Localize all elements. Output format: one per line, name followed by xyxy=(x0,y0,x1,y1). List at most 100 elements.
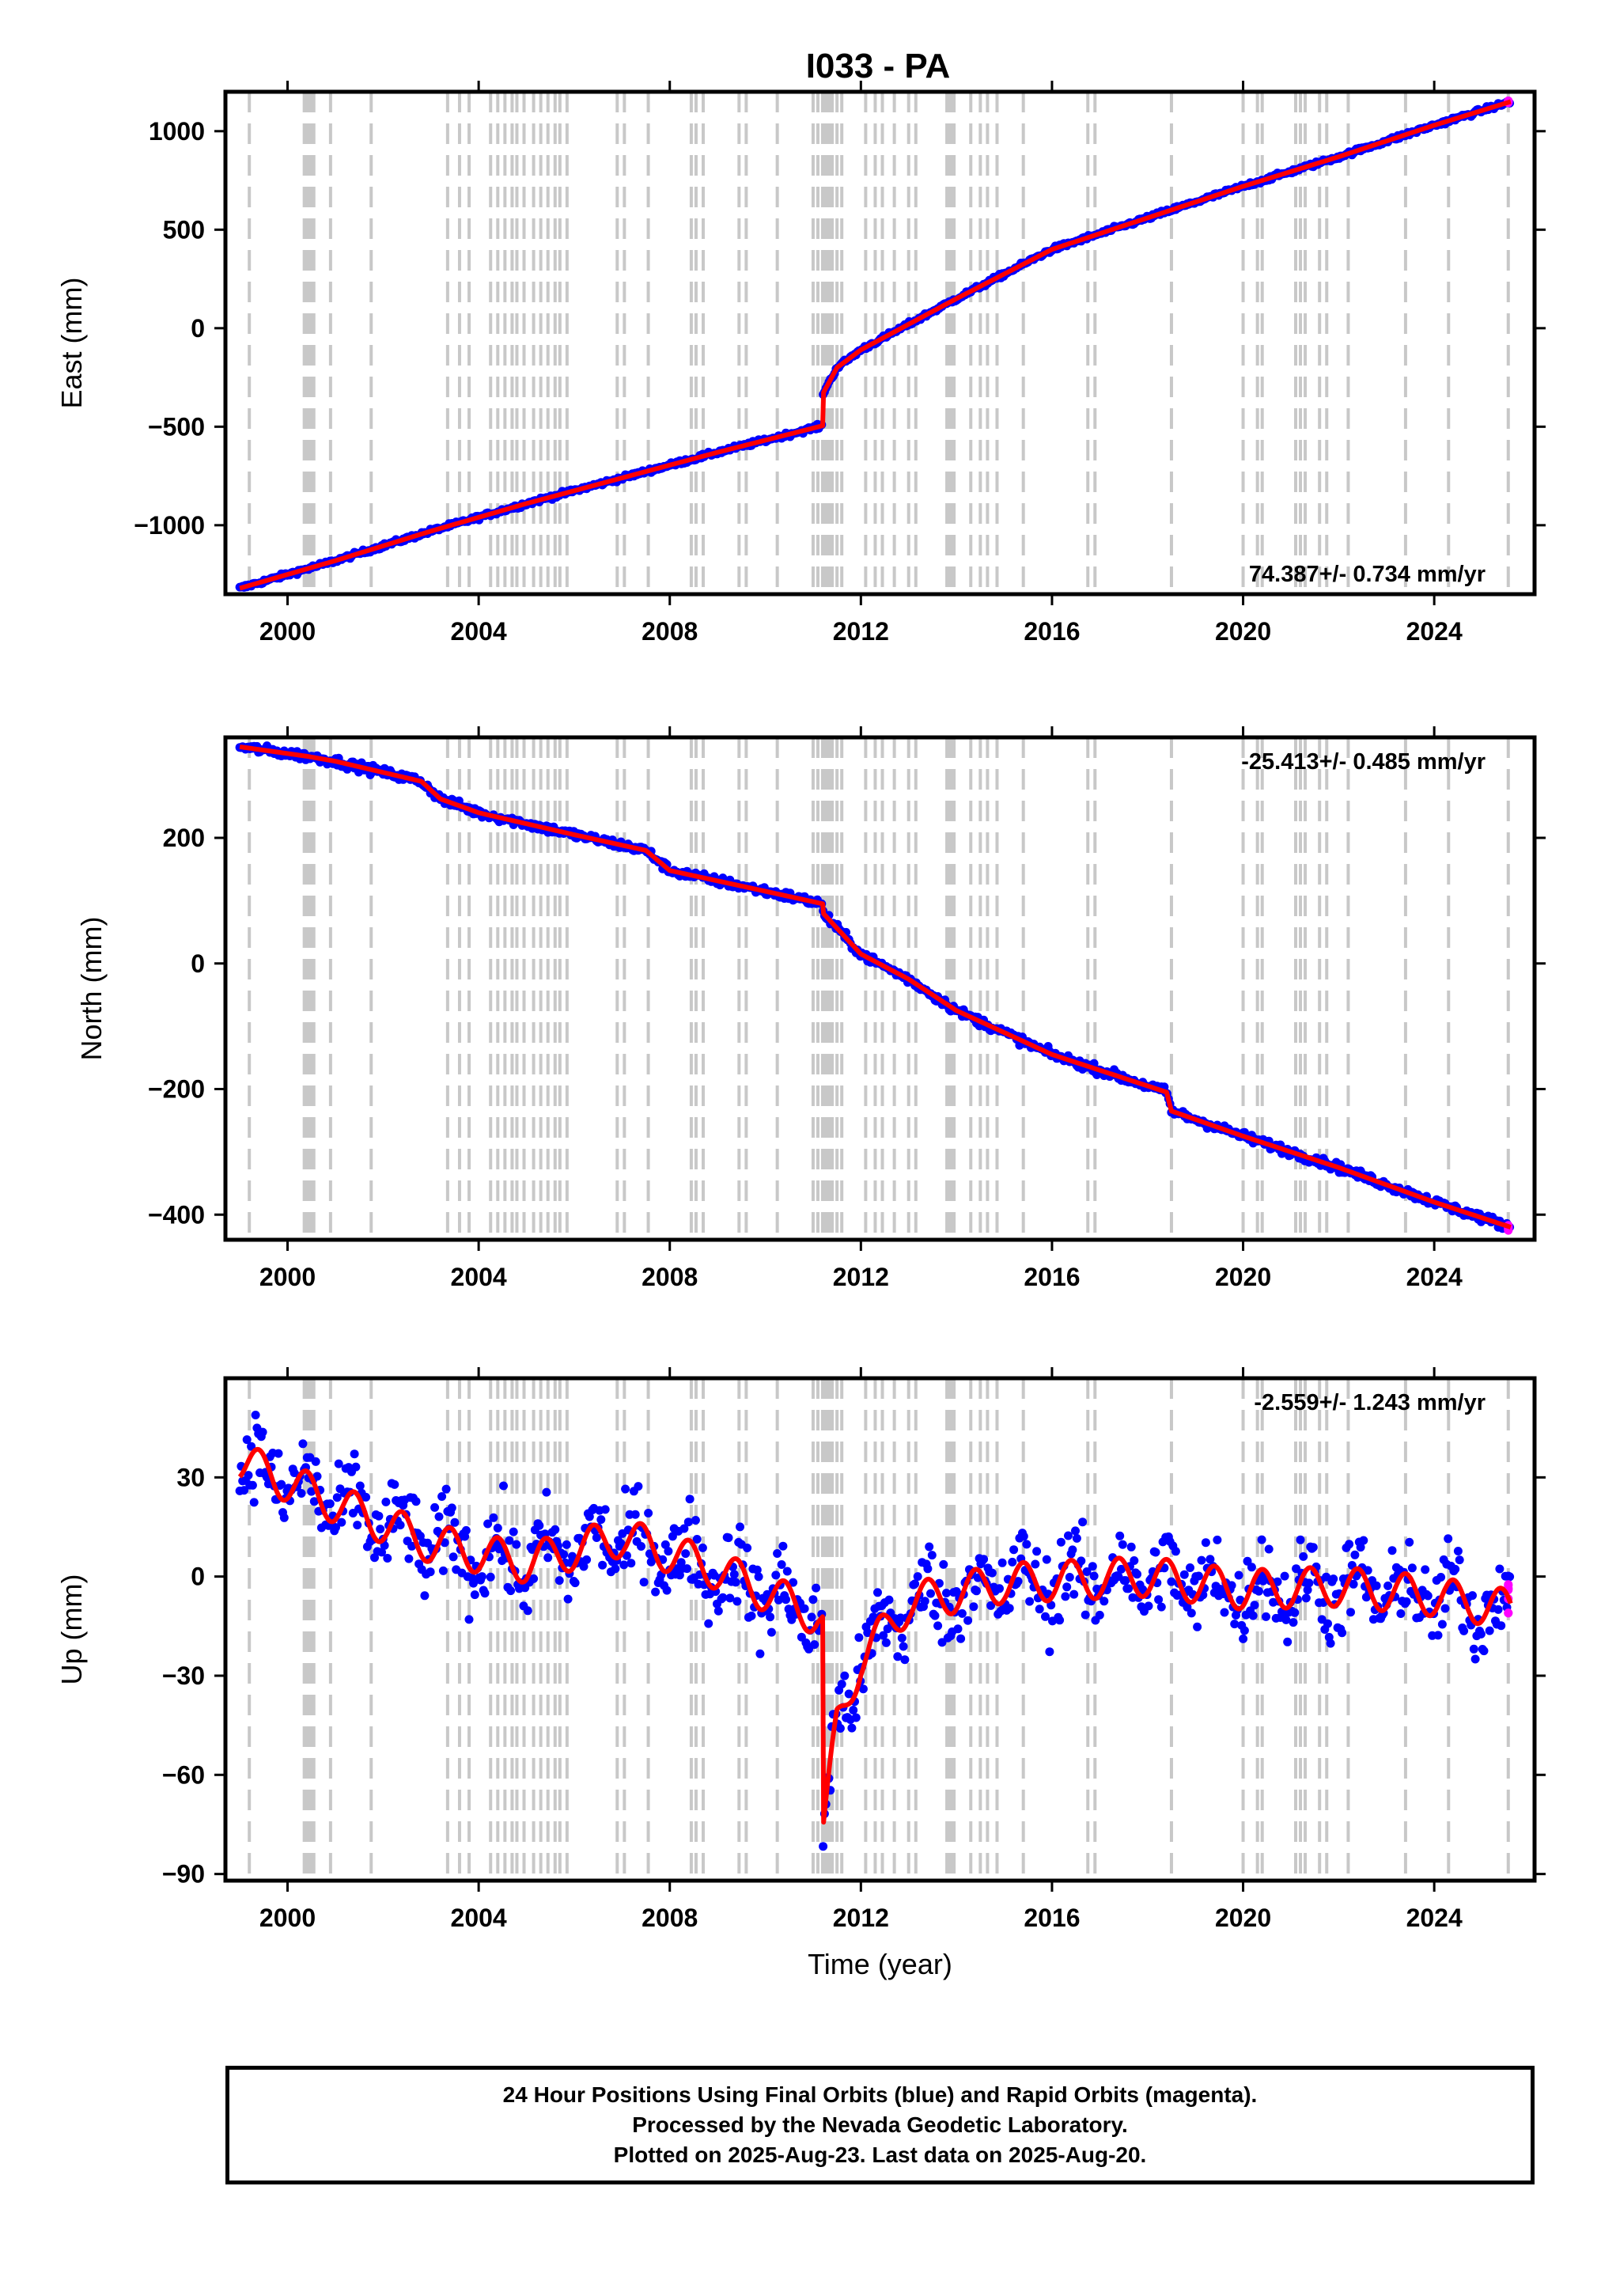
y-tick-label: −60 xyxy=(162,1760,205,1789)
data-point xyxy=(953,1624,963,1634)
data-point xyxy=(334,1459,343,1468)
data-point xyxy=(851,1713,861,1722)
data-point xyxy=(1308,1543,1318,1552)
data-point xyxy=(900,1655,910,1665)
data-point xyxy=(1234,1570,1243,1580)
data-point xyxy=(1479,1646,1489,1656)
x-tick-label: 2024 xyxy=(1406,1263,1463,1291)
data-point xyxy=(1436,1573,1446,1582)
data-point xyxy=(353,1521,362,1530)
data-point xyxy=(957,1608,967,1618)
data-point xyxy=(489,1513,498,1522)
data-point xyxy=(1402,1597,1411,1606)
x-tick-label: 2008 xyxy=(642,1904,698,1932)
data-point xyxy=(499,1481,508,1491)
data-point xyxy=(470,1590,479,1600)
data-point xyxy=(884,1595,894,1605)
data-point xyxy=(718,1593,728,1602)
data-point xyxy=(1405,1537,1414,1547)
data-point xyxy=(1289,1618,1298,1627)
data-point xyxy=(350,1449,359,1459)
data-point xyxy=(1359,1536,1368,1545)
data-point xyxy=(683,1517,693,1527)
data-point xyxy=(724,1533,733,1543)
data-point xyxy=(420,1591,430,1601)
data-point xyxy=(461,1525,471,1535)
x-tick-label: 2000 xyxy=(259,617,316,646)
data-point xyxy=(1072,1533,1081,1543)
data-point xyxy=(585,1512,594,1521)
data-point xyxy=(1121,1576,1130,1586)
data-point xyxy=(639,1578,649,1587)
data-point xyxy=(390,1480,399,1489)
data-point xyxy=(447,1503,456,1513)
data-point xyxy=(987,1568,997,1578)
data-point xyxy=(1069,1589,1079,1599)
data-point xyxy=(1236,1595,1245,1605)
data-point xyxy=(879,1631,888,1640)
data-point xyxy=(1421,1565,1430,1574)
data-point xyxy=(1329,1574,1338,1584)
footer-legend-box: 24 Hour Positions Using Final Orbits (bl… xyxy=(225,2066,1535,2184)
data-point xyxy=(782,1595,790,1605)
data-point xyxy=(1227,1581,1236,1590)
data-point xyxy=(1117,1564,1126,1574)
footer-line-3: Plotted on 2025-Aug-23. Last data on 202… xyxy=(613,2143,1147,2167)
y-tick-label: 0 xyxy=(191,314,205,343)
data-point xyxy=(963,1616,973,1625)
data-point xyxy=(1257,1535,1266,1544)
data-point xyxy=(766,1612,775,1622)
data-point xyxy=(660,1540,670,1549)
data-point xyxy=(563,1594,573,1604)
data-point xyxy=(847,1723,857,1733)
data-point xyxy=(1455,1555,1464,1565)
data-point xyxy=(897,1633,906,1642)
data-point xyxy=(1220,1608,1229,1617)
x-tick-label: 2004 xyxy=(451,1904,507,1932)
data-point xyxy=(1356,1543,1365,1552)
data-point xyxy=(426,1567,435,1577)
data-point xyxy=(1193,1622,1202,1631)
data-point xyxy=(1144,1601,1153,1611)
data-point xyxy=(1095,1610,1104,1620)
data-point xyxy=(731,1578,740,1587)
data-point xyxy=(298,1439,308,1449)
data-point xyxy=(1077,1556,1086,1566)
x-tick-label: 2016 xyxy=(1024,1904,1080,1932)
data-point xyxy=(1197,1555,1206,1565)
data-point xyxy=(1247,1563,1256,1572)
x-tick-label: 2004 xyxy=(451,1263,507,1291)
x-tick-label: 2020 xyxy=(1215,1904,1271,1932)
data-point xyxy=(1497,1621,1506,1631)
data-point xyxy=(747,1611,756,1620)
data-point xyxy=(1280,1571,1289,1581)
data-point xyxy=(844,1689,853,1699)
data-point xyxy=(441,1484,451,1494)
data-point xyxy=(598,1560,607,1570)
data-point xyxy=(1055,1616,1065,1625)
model-line xyxy=(238,744,1512,1229)
data-point xyxy=(1372,1581,1381,1590)
data-point xyxy=(743,1544,752,1552)
data-point xyxy=(1273,1577,1282,1586)
data-point xyxy=(869,1612,878,1622)
x-tick-label: 2016 xyxy=(1024,1263,1080,1291)
data-point xyxy=(554,1576,564,1586)
data-point xyxy=(752,1565,762,1574)
data-point xyxy=(377,1548,386,1557)
data-point xyxy=(766,1627,776,1637)
data-point xyxy=(376,1525,385,1534)
data-point xyxy=(685,1495,695,1504)
data-point xyxy=(1071,1526,1080,1536)
data-point xyxy=(1022,1540,1031,1549)
data-point xyxy=(404,1554,414,1563)
data-point xyxy=(1013,1577,1023,1586)
data-point xyxy=(592,1533,601,1542)
y-tick-label: 30 xyxy=(176,1463,205,1491)
data-point xyxy=(1299,1552,1308,1561)
data-point xyxy=(1240,1626,1249,1635)
data-point xyxy=(858,1684,868,1694)
data-point xyxy=(562,1540,571,1549)
data-point xyxy=(505,1536,514,1545)
x-tick-label: 2016 xyxy=(1024,617,1080,646)
